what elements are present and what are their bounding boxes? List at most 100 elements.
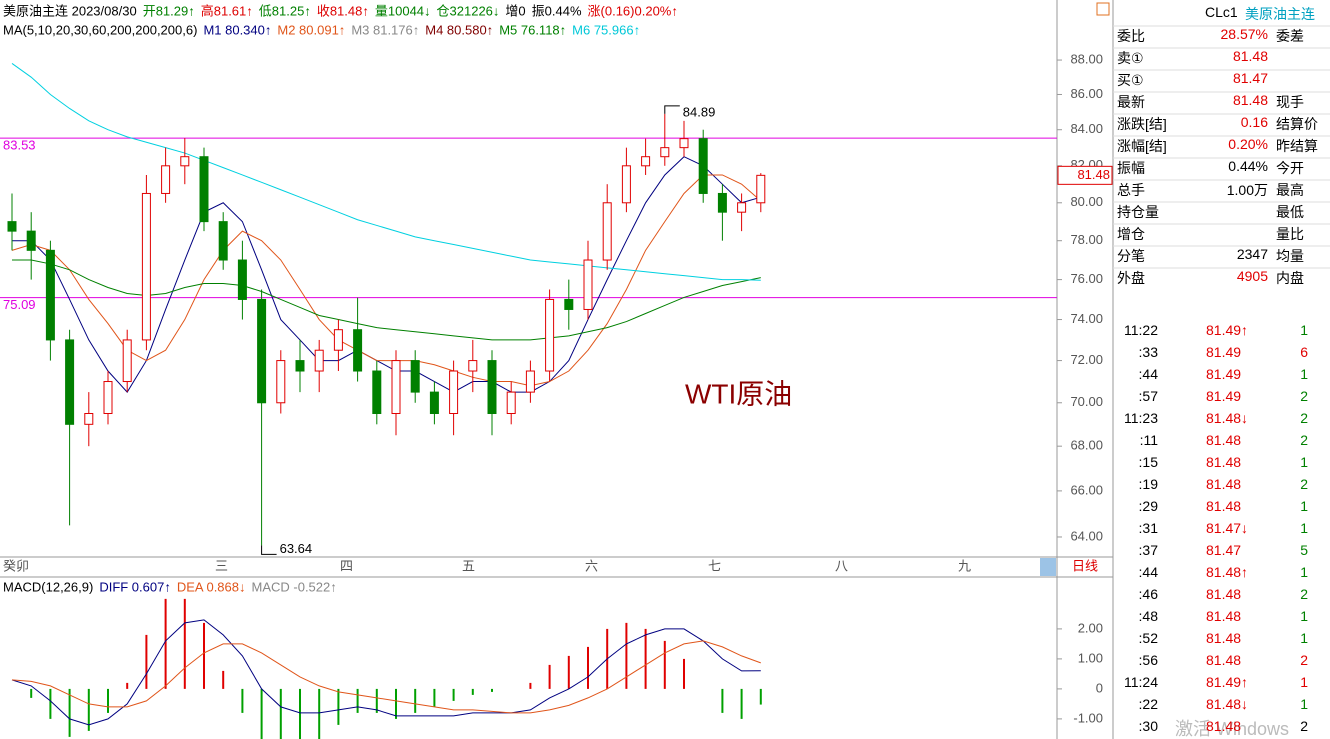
trade-time: :19 — [1138, 476, 1158, 492]
candle-body — [333, 329, 343, 351]
y-tick-label: 80.00 — [1070, 194, 1103, 209]
legend-item: 涨(0.16)0.20%↑ — [588, 3, 678, 18]
trade-volume: 1 — [1300, 674, 1308, 690]
quote-label: 振幅 — [1117, 160, 1145, 176]
annotation: WTI原油 — [685, 378, 792, 409]
candle-body — [295, 360, 305, 372]
candle-body — [487, 360, 497, 415]
legend-item: M4 80.580↑ — [425, 22, 493, 37]
y-tick-label: 86.00 — [1070, 86, 1103, 101]
trade-volume: 2 — [1300, 586, 1308, 602]
quote-label: 昨结算 — [1276, 138, 1318, 154]
quote-label: 最新 — [1117, 94, 1145, 110]
y-tick-label: 78.00 — [1070, 232, 1103, 247]
legend-item: 增0 — [505, 3, 525, 18]
price-line-label: 75.09 — [3, 297, 36, 312]
y-tick-label: 84.00 — [1070, 121, 1103, 136]
candle-body — [583, 259, 593, 310]
trade-time: :52 — [1138, 630, 1158, 646]
trade-price: 81.48↓ — [1206, 696, 1249, 712]
pointer — [261, 545, 277, 555]
x-tick-label: 四 — [340, 558, 353, 573]
quote-label: 卖① — [1117, 50, 1144, 66]
trade-volume: 2 — [1300, 652, 1308, 668]
y-tick-label: 68.00 — [1070, 438, 1103, 453]
x-tick-label: 癸卯 — [3, 558, 29, 573]
trade-time: 11:24 — [1124, 674, 1158, 690]
trade-time: :46 — [1138, 586, 1158, 602]
ma-line — [12, 156, 761, 393]
quote-label: 涨跌[结] — [1117, 116, 1167, 132]
candle-body — [641, 156, 651, 167]
candle-body — [26, 230, 36, 251]
ma-line — [12, 259, 761, 341]
x-tick-label: 七 — [708, 558, 721, 573]
y-tick-label: 0 — [1096, 680, 1103, 695]
quote-label: 委比 — [1117, 28, 1145, 44]
quote-label: 委差 — [1276, 28, 1304, 44]
quote-label: 涨幅[结] — [1117, 138, 1167, 154]
candle-body — [525, 370, 535, 393]
trade-volume: 1 — [1300, 366, 1308, 382]
candle-body — [449, 370, 459, 415]
candle-body — [429, 391, 439, 415]
trade-time: :33 — [1138, 344, 1158, 360]
quote-label: 买① — [1117, 72, 1144, 88]
candle-body — [84, 413, 94, 425]
panel-toggle[interactable] — [1096, 2, 1110, 16]
y-tick-label: 66.00 — [1070, 482, 1103, 497]
candle-body — [276, 360, 286, 404]
candle-body — [218, 221, 228, 261]
candle-body — [737, 202, 747, 213]
trade-price: 81.48 — [1206, 432, 1242, 448]
quote-label: 最低 — [1276, 204, 1304, 220]
trade-price: 81.49↑ — [1206, 322, 1249, 338]
y-tick-label: 1.00 — [1078, 650, 1103, 665]
trade-price: 81.48 — [1206, 454, 1242, 470]
trade-time: :57 — [1138, 388, 1158, 404]
legend-item: M6 75.966↑ — [572, 22, 640, 37]
trade-time: :37 — [1138, 542, 1158, 558]
candle-body — [621, 165, 631, 204]
trade-price: 81.49↑ — [1206, 674, 1249, 690]
trade-price: 81.49 — [1206, 344, 1242, 360]
quote-value: 0.16 — [1240, 114, 1268, 130]
ma-line — [11, 63, 761, 281]
legend-item: MA(5,10,20,30,60,200,200,200,6) — [3, 22, 197, 37]
legend-item: 振0.44% — [532, 3, 582, 18]
trade-volume: 5 — [1300, 542, 1308, 558]
candle-body — [545, 298, 555, 372]
trade-volume: 2 — [1300, 432, 1308, 448]
quote-value: 81.48 — [1232, 48, 1268, 64]
trade-volume: 1 — [1300, 454, 1308, 470]
trade-volume: 1 — [1300, 696, 1308, 712]
quote-value: 0.20% — [1228, 136, 1268, 152]
quote-label: 结算价 — [1276, 116, 1318, 132]
y-tick-label: 74.00 — [1070, 311, 1103, 326]
scroll-button[interactable] — [1040, 558, 1056, 576]
trade-time: 11:23 — [1124, 410, 1158, 426]
quote-label: 总手 — [1117, 182, 1145, 198]
trade-price: 81.49 — [1206, 366, 1242, 382]
trade-price: 81.48 — [1206, 630, 1242, 646]
y-tick-label: 88.00 — [1070, 51, 1103, 66]
x-tick-label: 三 — [215, 558, 228, 573]
candle-body — [141, 192, 151, 341]
trade-time: :22 — [1138, 696, 1158, 712]
legend-item: M3 81.176↑ — [351, 22, 419, 37]
price-line-label: 83.53 — [3, 138, 36, 153]
trade-time: :15 — [1138, 454, 1158, 470]
quote-label: 分笔 — [1117, 248, 1145, 264]
candle-body — [506, 391, 516, 415]
y-tick-label: 76.00 — [1070, 271, 1103, 286]
quote-value: 28.57% — [1220, 26, 1268, 42]
legend-item: 量10044↓ — [375, 3, 431, 18]
trade-volume: 1 — [1300, 564, 1308, 580]
quote-label: 最高 — [1276, 182, 1304, 198]
period-button[interactable]: 日线 — [1072, 558, 1098, 573]
name: 美原油主连 — [1245, 6, 1315, 22]
trade-volume: 2 — [1300, 476, 1308, 492]
trade-time: :48 — [1138, 608, 1158, 624]
